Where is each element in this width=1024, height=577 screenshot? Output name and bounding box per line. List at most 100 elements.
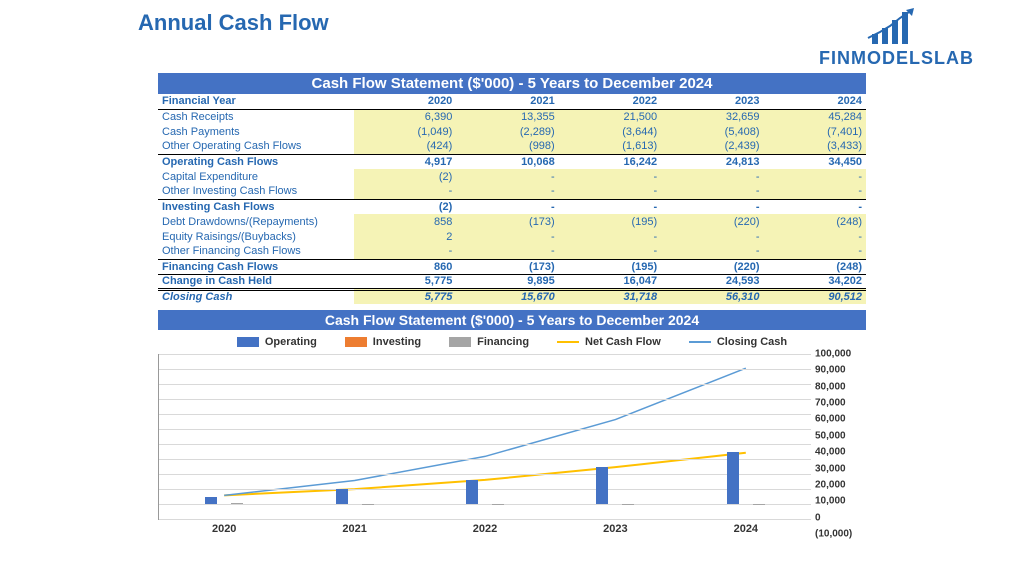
legend-swatch xyxy=(237,337,259,347)
cell-value: 24,593 xyxy=(661,274,763,289)
bar-operating xyxy=(205,497,217,504)
row-label: Other Financing Cash Flows xyxy=(158,244,354,259)
x-tick-label: 2021 xyxy=(289,523,419,535)
legend-swatch xyxy=(689,341,711,343)
cell-value: 31,718 xyxy=(559,289,661,304)
legend-swatch xyxy=(345,337,367,347)
cell-value: 13,355 xyxy=(456,109,558,124)
y-tick-label: 90,000 xyxy=(815,365,846,376)
col-header-year: 2022 xyxy=(559,94,661,109)
col-header-year: 2020 xyxy=(354,94,456,109)
cell-value: 16,047 xyxy=(559,274,661,289)
cell-value: - xyxy=(661,169,763,184)
cell-value: 56,310 xyxy=(661,289,763,304)
y-tick-label: (10,000) xyxy=(815,529,852,540)
cell-value: - xyxy=(354,184,456,199)
table-row: Equity Raisings/(Buybacks)2---- xyxy=(158,229,866,244)
table-row: Other Financing Cash Flows----- xyxy=(158,244,866,259)
chart-area: 20202021202220232024 (10,000)010,00020,0… xyxy=(158,354,866,534)
table-row: Operating Cash Flows4,91710,06816,24224,… xyxy=(158,154,866,169)
cell-value: 10,068 xyxy=(456,154,558,169)
legend-item: Financing xyxy=(449,336,529,348)
y-tick-label: 40,000 xyxy=(815,447,846,458)
bar-group xyxy=(727,452,765,504)
y-tick-label: 10,000 xyxy=(815,496,846,507)
x-tick-label: 2024 xyxy=(681,523,811,535)
table-row: Closing Cash5,77515,67031,71856,31090,51… xyxy=(158,289,866,304)
cell-value: - xyxy=(764,244,866,259)
cell-value: 9,895 xyxy=(456,274,558,289)
y-tick-label: 100,000 xyxy=(815,349,851,360)
legend-label: Financing xyxy=(477,336,529,348)
bar-group xyxy=(466,480,504,505)
row-label: Other Operating Cash Flows xyxy=(158,139,354,154)
x-tick-label: 2023 xyxy=(550,523,680,535)
cell-value: (173) xyxy=(456,214,558,229)
cell-value: - xyxy=(456,184,558,199)
cell-value: 5,775 xyxy=(354,289,456,304)
cell-value: 16,242 xyxy=(559,154,661,169)
row-label: Operating Cash Flows xyxy=(158,154,354,169)
table-row: Capital Expenditure(2)---- xyxy=(158,169,866,184)
cell-value: - xyxy=(661,229,763,244)
legend-item: Investing xyxy=(345,336,421,348)
bar-group xyxy=(596,467,634,504)
cell-value: (248) xyxy=(764,259,866,274)
y-tick-label: 70,000 xyxy=(815,398,846,409)
cell-value: - xyxy=(456,229,558,244)
line-closing_cash xyxy=(224,368,746,495)
legend-swatch xyxy=(557,341,579,343)
row-label: Other Investing Cash Flows xyxy=(158,184,354,199)
gridline xyxy=(159,474,811,475)
cell-value: (195) xyxy=(559,259,661,274)
table-row: Debt Drawdowns/(Repayments)858(173)(195)… xyxy=(158,214,866,229)
chart-banner: Cash Flow Statement ($'000) - 5 Years to… xyxy=(158,310,866,330)
gridline xyxy=(159,444,811,445)
logo-icon xyxy=(862,8,932,46)
table-row: Other Operating Cash Flows(424)(998)(1,6… xyxy=(158,139,866,154)
cell-value: - xyxy=(456,169,558,184)
cell-value: 5,775 xyxy=(354,274,456,289)
legend-label: Investing xyxy=(373,336,421,348)
gridline xyxy=(159,519,811,520)
gridline xyxy=(159,354,811,355)
row-label: Financing Cash Flows xyxy=(158,259,354,274)
gridline xyxy=(159,399,811,400)
cell-value: 34,450 xyxy=(764,154,866,169)
y-tick-label: 60,000 xyxy=(815,414,846,425)
x-tick-label: 2022 xyxy=(420,523,550,535)
legend-item: Operating xyxy=(237,336,317,348)
bar-operating xyxy=(727,452,739,504)
row-label: Cash Receipts xyxy=(158,109,354,124)
cell-value: (7,401) xyxy=(764,124,866,139)
cell-value: - xyxy=(764,184,866,199)
cell-value: (173) xyxy=(456,259,558,274)
gridline xyxy=(159,414,811,415)
cell-value: - xyxy=(661,244,763,259)
bar-group xyxy=(336,489,374,504)
cell-value: (195) xyxy=(559,214,661,229)
cell-value: - xyxy=(764,199,866,214)
cell-value: (424) xyxy=(354,139,456,154)
cell-value: - xyxy=(456,244,558,259)
bar-operating xyxy=(336,489,348,504)
table-row: Cash Receipts6,39013,35521,50032,65945,2… xyxy=(158,109,866,124)
cell-value: 24,813 xyxy=(661,154,763,169)
cell-value: 2 xyxy=(354,229,456,244)
logo: FINMODELSLAB xyxy=(819,8,974,69)
cash-flow-table: Financial Year20202021202220232024 Cash … xyxy=(158,94,866,304)
cell-value: (248) xyxy=(764,214,866,229)
col-header-label: Financial Year xyxy=(158,94,354,109)
cell-value: - xyxy=(354,244,456,259)
cell-value: 45,284 xyxy=(764,109,866,124)
cell-value: (5,408) xyxy=(661,124,763,139)
col-header-year: 2023 xyxy=(661,94,763,109)
bar-group xyxy=(205,497,243,504)
table-banner: Cash Flow Statement ($'000) - 5 Years to… xyxy=(158,73,866,94)
cell-value: (2) xyxy=(354,169,456,184)
cell-value: - xyxy=(661,184,763,199)
cell-value: (3,433) xyxy=(764,139,866,154)
row-label: Debt Drawdowns/(Repayments) xyxy=(158,214,354,229)
y-tick-label: 30,000 xyxy=(815,463,846,474)
table-row: Financing Cash Flows860(173)(195)(220)(2… xyxy=(158,259,866,274)
